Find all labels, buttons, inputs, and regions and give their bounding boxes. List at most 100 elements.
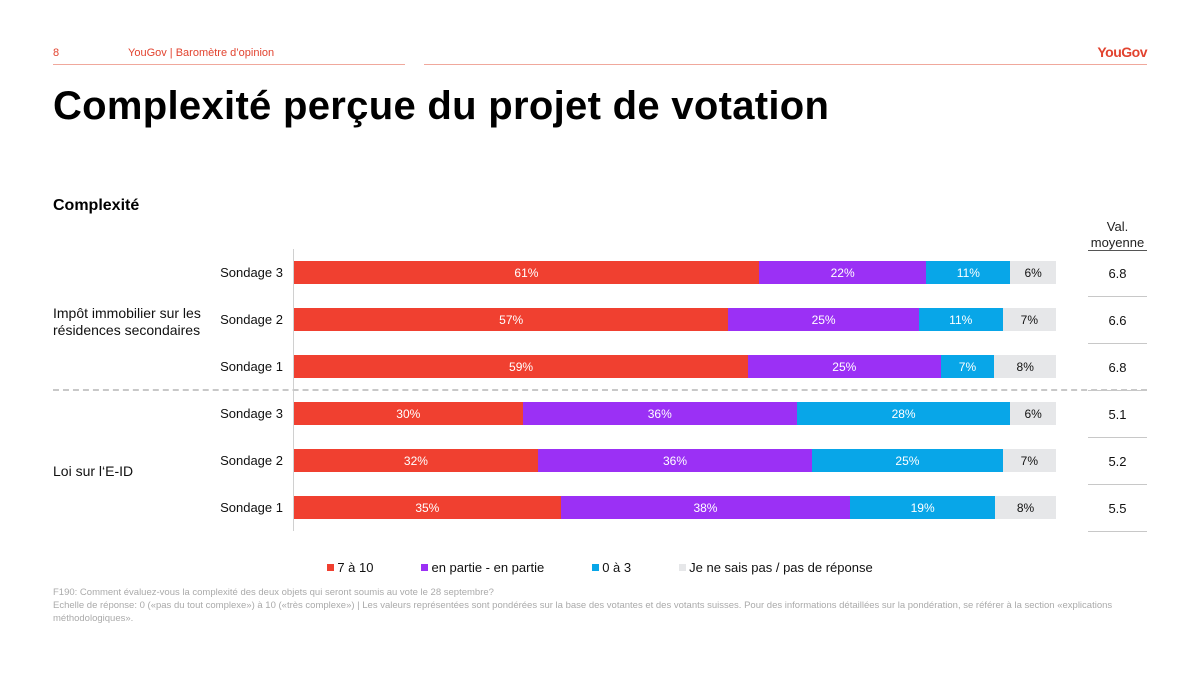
bar-segment: 7% [1002, 308, 1056, 331]
bar-value-label: 25% [832, 359, 857, 374]
bar-segment: 28% [796, 402, 1011, 425]
legend-item: 0 à 3 [592, 560, 631, 575]
average-row-separator [1088, 531, 1147, 532]
bar-segment: 8% [994, 355, 1056, 378]
row-label: Sondage 1 [220, 359, 283, 374]
bar-segment: 19% [850, 496, 996, 519]
stacked-bar: 30% 36% 28% 6% [294, 402, 1056, 425]
legend-label: 7 à 10 [337, 560, 374, 575]
average-header-underline [1088, 250, 1147, 251]
bar-segment: 7% [940, 355, 995, 378]
bar-segment: 59% [294, 355, 749, 378]
footnote: F190: Comment évaluez-vous la complexité… [53, 586, 1147, 625]
bar-value-label: 7% [1020, 453, 1038, 468]
average-row-separator [1088, 296, 1147, 297]
bar-segment: 30% [294, 402, 523, 425]
bar-segment: 6% [1010, 402, 1056, 425]
bar-value-label: 30% [396, 406, 421, 421]
group-divider [53, 389, 1147, 391]
legend-item: Je ne sais pas / pas de réponse [679, 560, 873, 575]
bar-segment: 36% [522, 402, 797, 425]
stacked-bar: 35% 38% 19% 8% [294, 496, 1056, 519]
bar-value-label: 11% [956, 265, 980, 280]
report-source: YouGov | Baromètre d’opinion [128, 47, 275, 59]
chart-legend: 7 à 10 en partie - en partie 0 à 3 Je ne sa… [0, 560, 1200, 575]
row-label: Sondage 2 [220, 312, 283, 327]
stacked-bar: 32% 36% 25% 7% [294, 449, 1056, 472]
bar-value-label: 28% [891, 406, 916, 421]
group-label: Impôt immobilier sur les résidences seco… [53, 305, 201, 338]
legend-swatch [592, 564, 600, 571]
bar-segment: 22% [758, 261, 927, 284]
bar-value-label: 36% [647, 406, 672, 421]
bar-value-label: 38% [693, 500, 718, 515]
bar-value-label: 7% [958, 359, 977, 374]
bar-value-label: 22% [830, 265, 855, 280]
average-value: 6.8 [1108, 360, 1127, 375]
bar-value-label: 8% [1016, 359, 1034, 374]
legend-swatch [327, 564, 335, 571]
average-header-line-1: Val. [1106, 219, 1129, 234]
average-value: 5.5 [1108, 501, 1127, 516]
average-row-separator [1088, 484, 1147, 485]
bar-value-label: 7% [1020, 312, 1038, 327]
footnote-question: F190: Comment évaluez-vous la complexité… [53, 587, 494, 598]
bar-segment: 61% [294, 261, 759, 284]
page-number: 8 [53, 47, 60, 59]
stacked-bar: 59% 25% 7% 8% [294, 355, 1056, 378]
bar-value-label: 57% [499, 312, 524, 327]
bar-value-label: 6% [1024, 265, 1042, 280]
legend-swatch [421, 564, 429, 571]
bar-value-label: 11% [949, 312, 973, 327]
bar-segment: 32% [294, 449, 538, 472]
row-label: Sondage 3 [220, 406, 283, 421]
bar-segment: 6% [1010, 261, 1056, 284]
average-column-header: Val. moyenne [1088, 219, 1147, 251]
header-rule-right [424, 64, 1147, 65]
bar-segment: 25% [748, 355, 941, 378]
bar-segment: 36% [537, 449, 813, 472]
bar-value-label: 32% [403, 453, 428, 468]
bar-segment: 11% [918, 308, 1003, 331]
row-label: Sondage 2 [220, 453, 283, 468]
average-header-line-2: moyenne [1090, 235, 1145, 250]
bar-segment: 7% [1002, 449, 1056, 472]
row-label: Sondage 1 [220, 500, 283, 515]
legend-item: 7 à 10 [327, 560, 373, 575]
header-rule-left [53, 64, 405, 65]
bar-value-label: 36% [662, 453, 687, 468]
yougov-logo: YouGov [1097, 44, 1147, 60]
stacked-bar: 61% 22% 11% 6% [294, 261, 1056, 284]
legend-item: en partie - en partie [421, 560, 544, 575]
bar-segment: 11% [926, 261, 1011, 284]
bar-segment: 25% [728, 308, 919, 331]
bar-value-label: 8% [1016, 500, 1035, 515]
average-value: 5.2 [1108, 454, 1127, 469]
bar-value-label: 19% [910, 500, 935, 515]
average-row-separator [1088, 437, 1147, 438]
bar-segment: 38% [560, 496, 851, 519]
bar-segment: 57% [294, 308, 729, 331]
bar-value-label: 59% [509, 359, 534, 374]
legend-label: en partie - en partie [431, 560, 545, 575]
average-value: 6.8 [1108, 266, 1127, 281]
legend-label: 0 à 3 [602, 560, 632, 575]
page-title: Complexité perçue du projet de votation [53, 84, 830, 128]
chart-subtitle: Complexité [53, 197, 140, 214]
stacked-bar: 57% 25% 11% 7% [294, 308, 1056, 331]
legend-swatch [679, 564, 687, 571]
bar-value-label: 61% [514, 265, 539, 280]
legend-label: Je ne sais pas / pas de réponse [689, 560, 873, 575]
row-label: Sondage 3 [220, 265, 283, 280]
bar-value-label: 25% [895, 453, 920, 468]
average-row-separator [1088, 343, 1147, 344]
average-value: 5.1 [1108, 407, 1127, 422]
footnote-scale: Echelle de réponse: 0 («pas du tout comp… [53, 600, 1113, 624]
bar-value-label: 6% [1024, 406, 1042, 421]
group-label: Loi sur l‘E-ID [53, 463, 134, 479]
bar-segment: 25% [812, 449, 1003, 472]
bar-segment: 35% [294, 496, 561, 519]
average-value: 6.6 [1108, 313, 1127, 328]
bar-segment: 8% [995, 496, 1056, 519]
bar-value-label: 25% [811, 312, 836, 327]
